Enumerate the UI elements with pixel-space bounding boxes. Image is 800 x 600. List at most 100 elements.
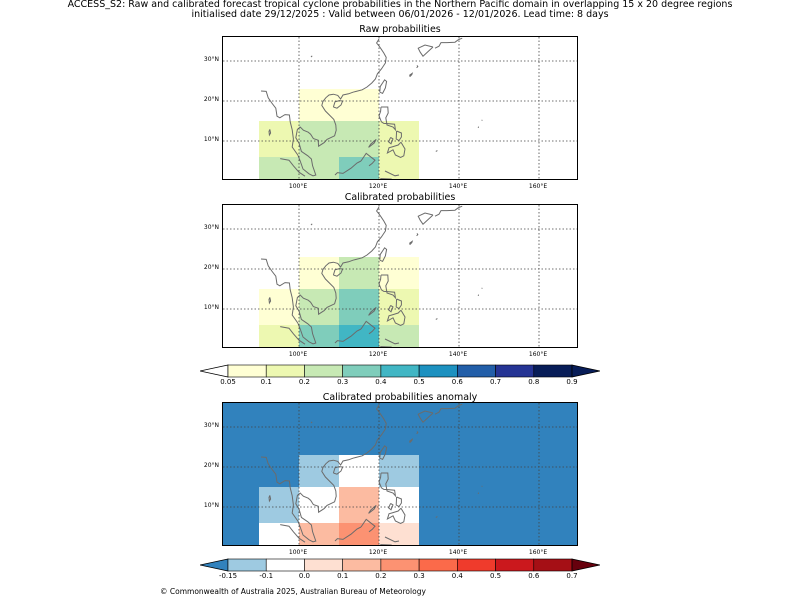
colorbar-tick-label: 0.05 bbox=[220, 378, 236, 386]
coastline bbox=[378, 274, 397, 300]
coastline bbox=[417, 410, 434, 423]
colorbar-segment bbox=[227, 364, 267, 378]
colorbar-tick-label: 0.8 bbox=[528, 378, 540, 386]
probability-cell bbox=[259, 325, 299, 347]
probability-cell bbox=[259, 289, 299, 325]
coastline bbox=[379, 544, 393, 545]
coastline bbox=[334, 328, 362, 344]
coastline bbox=[310, 421, 313, 424]
colorbar-segment bbox=[495, 364, 535, 378]
coastline bbox=[417, 212, 434, 225]
probability-cell bbox=[339, 121, 379, 157]
map-calibrated-anomaly bbox=[222, 402, 578, 546]
colorbar-segment bbox=[457, 364, 496, 378]
colorbar-segment bbox=[533, 364, 573, 378]
colorbar-over-arrow bbox=[571, 364, 601, 378]
colorbar-tick-label: 0.3 bbox=[337, 378, 349, 386]
coastline bbox=[334, 526, 362, 542]
probability-cell bbox=[299, 157, 339, 179]
coastline bbox=[280, 326, 306, 345]
colorbar-tick-label: 0.3 bbox=[413, 572, 425, 580]
latitude-label: 30°N bbox=[203, 224, 219, 231]
latitude-label: 20°N bbox=[203, 462, 219, 469]
coastline bbox=[368, 505, 377, 514]
colorbar-tick-label: 0.1 bbox=[260, 378, 272, 386]
coastline bbox=[435, 516, 438, 518]
longitude-label: 120°E bbox=[368, 183, 388, 190]
colorbar-segment bbox=[418, 558, 458, 572]
latitude-label: 10°N bbox=[203, 136, 219, 143]
coastline bbox=[379, 445, 388, 461]
coastline bbox=[416, 431, 419, 435]
coastline bbox=[386, 309, 406, 326]
latitude-label: 30°N bbox=[203, 56, 219, 63]
map-raw-probabilities bbox=[222, 36, 578, 180]
coastline bbox=[280, 158, 306, 177]
latitude-label: 10°N bbox=[203, 304, 219, 311]
latitude-label: 20°N bbox=[203, 96, 219, 103]
probability-cell bbox=[299, 523, 339, 545]
probability-cell bbox=[339, 325, 379, 347]
coastline bbox=[384, 170, 400, 177]
coastline bbox=[387, 136, 394, 145]
probability-cell bbox=[339, 257, 379, 289]
colorbar-tick-label: 0.1 bbox=[337, 572, 349, 580]
probability-cell bbox=[379, 325, 419, 347]
panel-title-calibrated: Calibrated probabilities bbox=[344, 192, 456, 203]
probability-cell bbox=[379, 257, 419, 289]
coastline bbox=[384, 338, 400, 345]
colorbar-tick-label: 0.2 bbox=[298, 378, 311, 386]
colorbar-segment bbox=[533, 558, 573, 572]
colorbar-tick-label: 0.4 bbox=[375, 378, 387, 386]
colorbar-segment bbox=[457, 558, 496, 572]
probability-cell bbox=[339, 289, 379, 325]
coastline bbox=[280, 524, 306, 543]
colorbar-anomaly bbox=[199, 557, 601, 572]
longitude-label: 120°E bbox=[368, 549, 388, 556]
map-calibrated-probabilities bbox=[222, 204, 578, 348]
longitude-label: 160°E bbox=[528, 351, 548, 358]
colorbar-svg bbox=[199, 558, 601, 572]
coastline bbox=[434, 37, 463, 49]
probability-cell bbox=[259, 121, 299, 157]
coastline bbox=[378, 106, 397, 132]
colorbar-tick-label: -0.15 bbox=[218, 572, 238, 580]
coastline bbox=[416, 233, 419, 237]
probability-cell bbox=[299, 487, 339, 523]
colorbar-tick-label: 0.5 bbox=[413, 378, 425, 386]
probability-cell bbox=[379, 455, 419, 487]
coastline bbox=[260, 404, 387, 543]
probability-cell bbox=[379, 487, 419, 523]
longitude-label: 140°E bbox=[448, 351, 468, 358]
colorbar-segment bbox=[342, 558, 382, 572]
coastline bbox=[409, 72, 414, 77]
colorbar-segment bbox=[304, 558, 343, 572]
coastline bbox=[379, 247, 388, 263]
coastline bbox=[368, 139, 377, 148]
coastline bbox=[409, 240, 414, 245]
latitude-label: 20°N bbox=[203, 264, 219, 271]
map-svg bbox=[223, 37, 577, 179]
panel-title-anomaly: Calibrated probabilities anomaly bbox=[322, 392, 478, 403]
colorbar-tick-label: 0.2 bbox=[375, 572, 387, 580]
probability-cell bbox=[379, 157, 419, 179]
coastline bbox=[387, 304, 394, 313]
coastline bbox=[395, 130, 402, 142]
figure-title-line-2: initialised date 29/12/2025 : Valid betw… bbox=[191, 9, 609, 20]
colorbar-tick-label: 0.4 bbox=[451, 572, 463, 580]
colorbar-segment bbox=[380, 558, 420, 572]
coastline bbox=[268, 297, 272, 305]
colorbar-segment bbox=[418, 364, 458, 378]
probability-cell bbox=[379, 523, 419, 545]
colorbar-svg bbox=[199, 364, 601, 378]
coastline bbox=[378, 472, 397, 498]
colorbar-segment bbox=[342, 364, 382, 378]
colorbar-tick-label: 0.5 bbox=[489, 572, 502, 580]
colorbar-segment bbox=[495, 558, 535, 572]
probability-cell bbox=[339, 487, 379, 523]
figure-title-line-1: ACCESS_S2: Raw and calibrated forecast t… bbox=[67, 0, 733, 10]
colorbar-tick-label: 0.9 bbox=[566, 378, 578, 386]
coastline bbox=[360, 518, 376, 533]
colorbar-over-arrow bbox=[571, 558, 601, 572]
colorbar-segment bbox=[304, 364, 343, 378]
